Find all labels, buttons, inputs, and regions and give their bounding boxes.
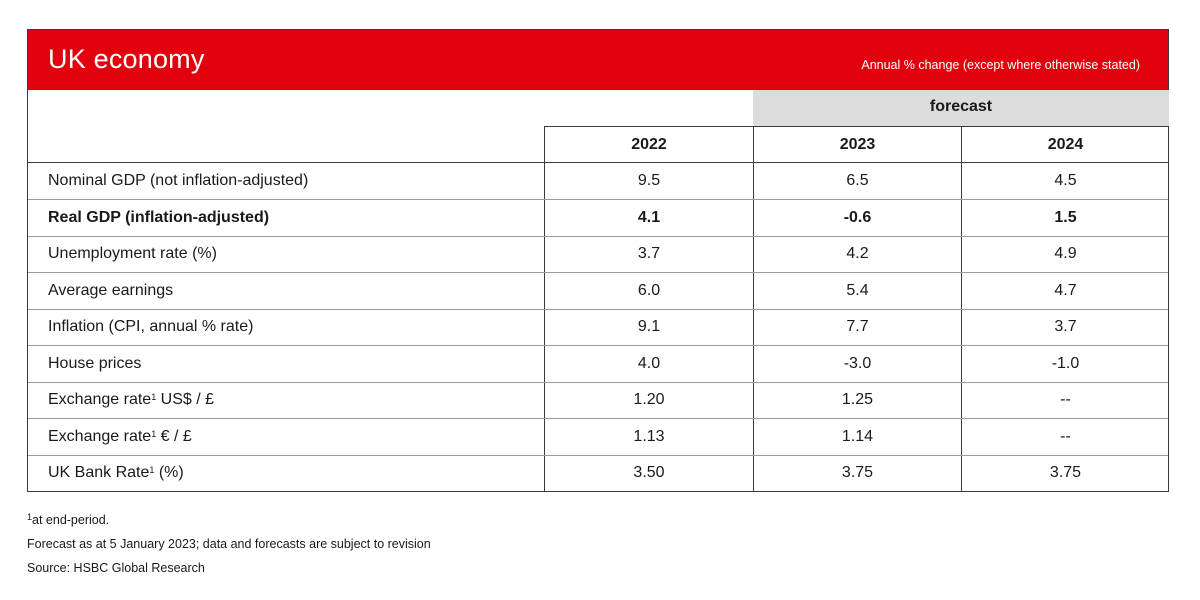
- cell-2022: 4.0: [637, 354, 661, 372]
- cell-2024: 1.5: [1054, 208, 1077, 226]
- cell-2022: 3.7: [637, 245, 661, 262]
- row-label-text: Inflation (CPI, annual % rate): [48, 318, 254, 335]
- cell-2022: 3.50: [633, 464, 665, 481]
- cell-2023: 1.25: [841, 391, 874, 408]
- header-divider: [28, 162, 1168, 163]
- table-header-bar: UK economy Annual % change (except where…: [28, 30, 1168, 90]
- row-label-suffix: US$ / £: [156, 391, 215, 408]
- uk-economy-table: UK economy Annual % change (except where…: [27, 29, 1169, 492]
- table-subtitle: Annual % change (except where otherwise …: [861, 58, 1140, 72]
- row-divider: [28, 272, 1168, 273]
- table-row: Unemployment rate (%) 3.7 4.2 4.9: [28, 236, 1168, 273]
- table-row: Real GDP (inflation-adjusted) 4.1 -0.6 1.5: [28, 200, 1168, 237]
- row-label-suffix: (%): [154, 464, 184, 481]
- cell-2024: --: [1060, 427, 1071, 445]
- forecast-band: [753, 90, 1169, 126]
- row-label: Exchange rate1 € / £: [48, 419, 192, 455]
- cell-2023: -0.6: [843, 208, 872, 226]
- cell-2022: 6.0: [637, 281, 661, 299]
- row-label: Exchange rate1 US$ / £: [48, 382, 214, 418]
- table-row: Exchange rate1 US$ / £ 1.20 1.25 --: [28, 382, 1168, 419]
- cell-2024: 4.5: [1054, 172, 1077, 189]
- cell-2023: 1.14: [841, 427, 874, 445]
- cell-2023: 6.5: [846, 172, 869, 189]
- table-title: UK economy: [48, 44, 205, 74]
- forecast-label: forecast: [929, 98, 993, 115]
- row-label: UK Bank Rate1 (%): [48, 455, 184, 491]
- footnote-marker: 1: [151, 392, 157, 402]
- source-note: Source: HSBC Global Research: [27, 561, 205, 575]
- cell-2024: -1.0: [1051, 354, 1080, 372]
- footnotes: 1at end-period. Forecast as at 5 January…: [27, 508, 431, 580]
- cell-2023: 5.4: [846, 281, 869, 299]
- row-divider: [28, 345, 1168, 346]
- cell-2024: 4.7: [1054, 281, 1077, 299]
- cell-2022: 1.20: [633, 391, 665, 408]
- row-label-suffix: € / £: [156, 427, 192, 445]
- table-row: UK Bank Rate1 (%) 3.50 3.75 3.75: [28, 455, 1168, 491]
- cell-2023: -3.0: [843, 354, 872, 372]
- forecast-note: Forecast as at 5 January 2023; data and …: [27, 537, 431, 551]
- table-row: Exchange rate1 € / £ 1.13 1.14 --: [28, 419, 1168, 456]
- row-divider: [28, 381, 1168, 383]
- row-label-text: Exchange rate: [48, 427, 152, 445]
- row-label-text: Average earnings: [48, 281, 174, 299]
- row-label-text: Nominal GDP (not inflation-adjusted): [48, 172, 309, 189]
- row-label-text: UK Bank Rate: [48, 464, 150, 481]
- year-2023: 2023: [839, 136, 876, 153]
- cell-2023: 3.75: [841, 464, 874, 481]
- footnote-marker: 1: [149, 465, 155, 475]
- cell-2022: 9.1: [637, 318, 661, 335]
- row-label-text: Exchange rate: [48, 391, 152, 408]
- footnote-marker: 1: [151, 428, 157, 439]
- cell-2024: --: [1060, 391, 1071, 408]
- row-label: Inflation (CPI, annual % rate): [48, 309, 253, 345]
- cell-2024: 3.7: [1054, 318, 1077, 335]
- row-label-text: House prices: [48, 354, 142, 372]
- cell-2023: 7.7: [846, 318, 869, 335]
- cell-2024: 3.75: [1049, 464, 1082, 481]
- table-row: Inflation (CPI, annual % rate) 9.1 7.7 3.7: [28, 309, 1168, 346]
- footnote-marker: 1: [27, 512, 33, 522]
- row-label: Real GDP (inflation-adjusted): [48, 200, 269, 236]
- row-label-text: Unemployment rate (%): [48, 245, 217, 262]
- row-divider: [28, 199, 1168, 200]
- row-label: Average earnings: [48, 273, 173, 309]
- cell-2022: 1.13: [633, 427, 665, 445]
- footnote-end-period: 1at end-period.: [27, 508, 431, 532]
- cell-2024: 4.9: [1054, 245, 1077, 262]
- row-label-text: Real GDP (inflation-adjusted): [48, 208, 270, 226]
- row-divider: [28, 308, 1168, 310]
- year-header-row: 2022 2023 2024: [544, 126, 1169, 162]
- row-label: House prices: [48, 346, 141, 382]
- year-2022: 2022: [631, 136, 667, 153]
- footnote-text: at end-period.: [32, 513, 110, 527]
- row-label: Unemployment rate (%): [48, 236, 217, 272]
- cell-2023: 4.2: [846, 245, 869, 262]
- row-divider: [28, 454, 1168, 456]
- row-divider: [28, 235, 1168, 237]
- table-row: Nominal GDP (not inflation-adjusted) 9.5 6…: [28, 163, 1168, 200]
- row-divider: [28, 418, 1168, 419]
- year-2024: 2024: [1047, 136, 1084, 153]
- cell-2022: 4.1: [637, 208, 661, 226]
- table-row: House prices 4.0 -3.0 -1.0: [28, 346, 1168, 383]
- row-label: Nominal GDP (not inflation-adjusted): [48, 163, 308, 199]
- cell-2022: 9.5: [637, 172, 661, 189]
- table-row: Average earnings 6.0 5.4 4.7: [28, 273, 1168, 310]
